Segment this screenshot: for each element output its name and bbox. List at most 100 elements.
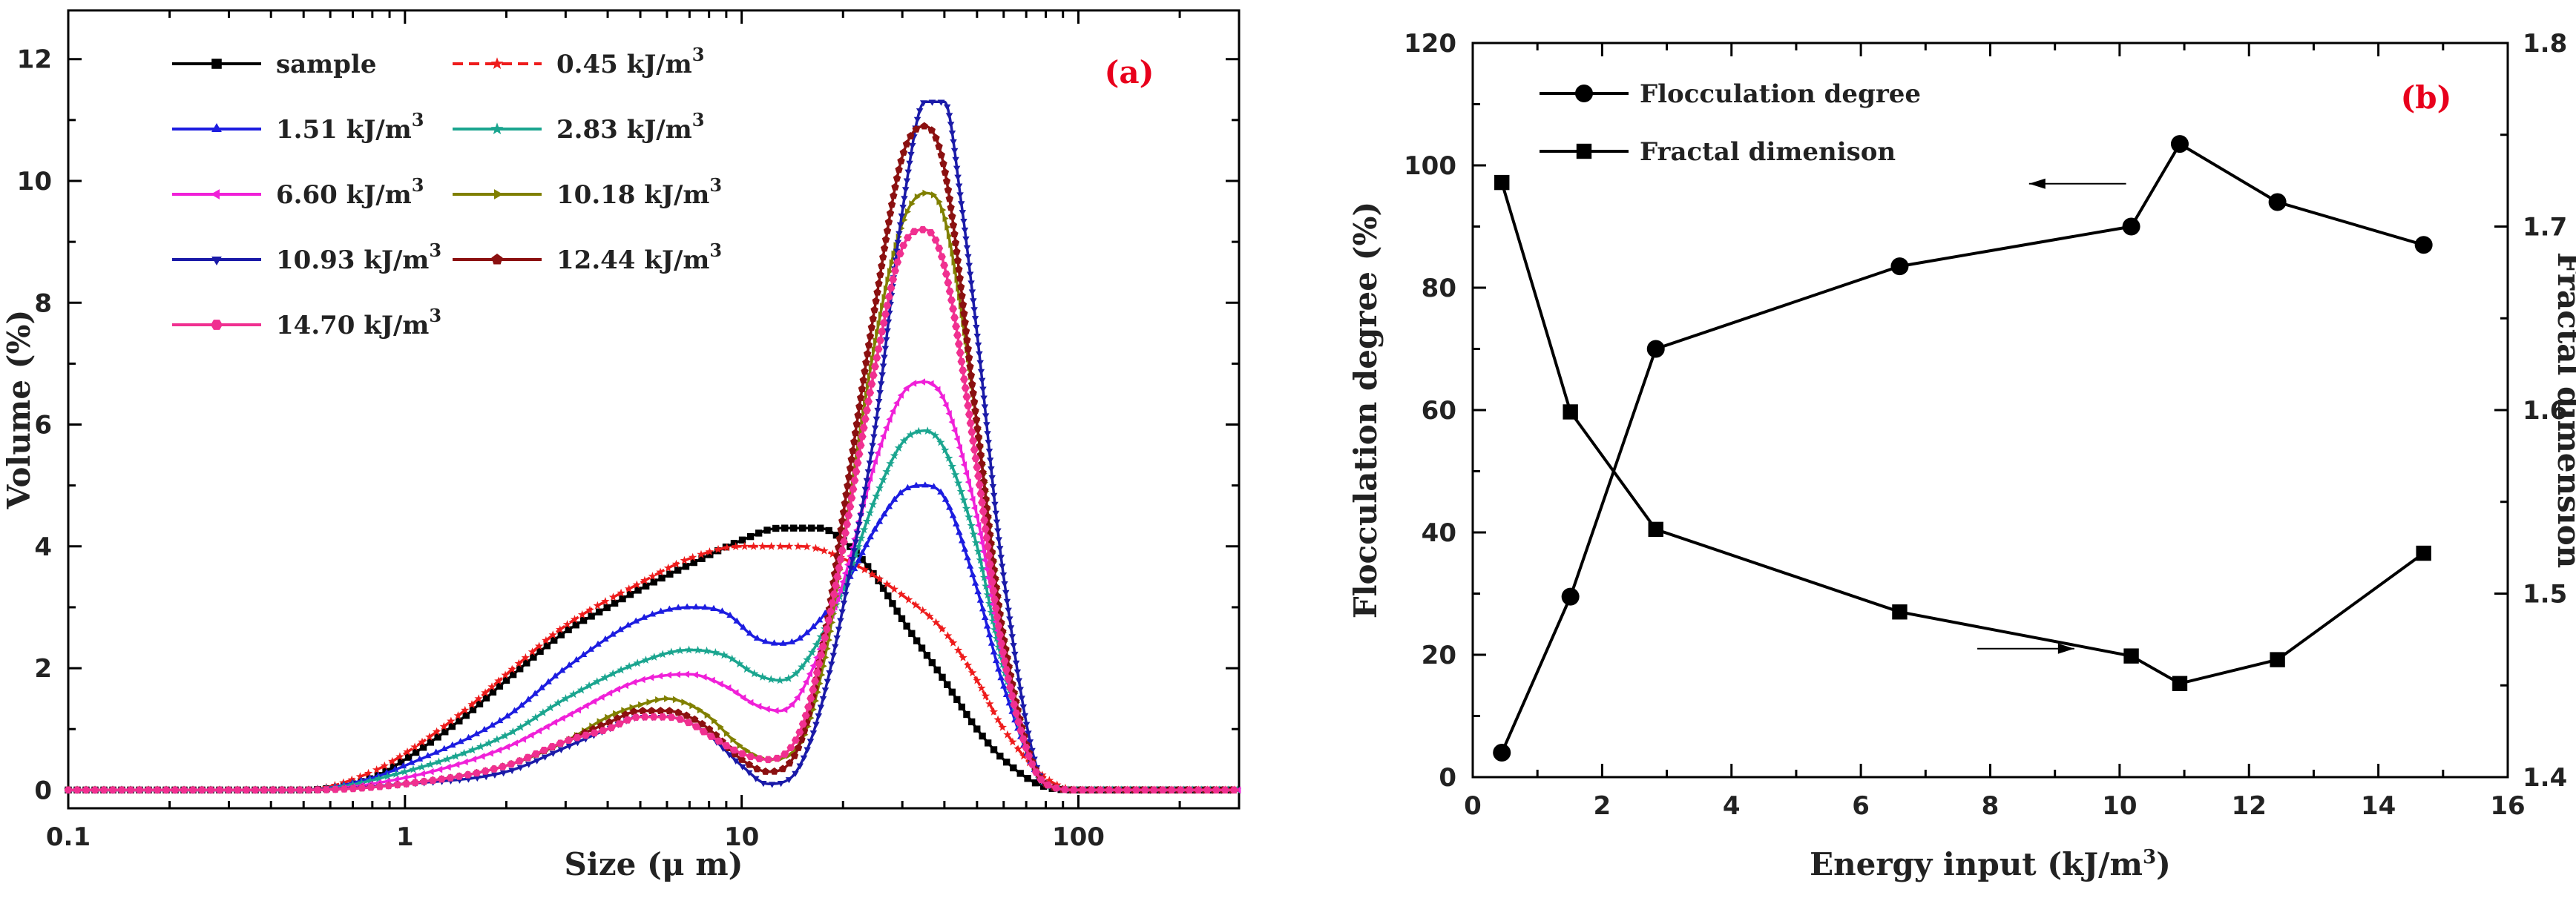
data-point-marker: [1220, 786, 1229, 794]
data-point-marker: [657, 607, 665, 614]
data-point-marker: [407, 759, 415, 765]
data-point-marker: [539, 708, 548, 716]
data-point-marker: [482, 694, 490, 701]
data-point-marker: [525, 762, 533, 768]
data-point-marker: [424, 752, 432, 759]
panel-a-series: [64, 99, 1242, 794]
data-point-marker: [977, 684, 986, 692]
data-point-marker: [842, 490, 850, 498]
data-point-marker: [717, 680, 723, 688]
legend-entry: Flocculation degree: [1540, 79, 1921, 109]
data-point-marker: [936, 438, 945, 446]
data-point-marker: [126, 786, 135, 794]
data-point-marker: [364, 768, 373, 777]
data-point-marker: [358, 784, 367, 792]
data-point-marker: [960, 219, 967, 225]
data-point-marker: [920, 100, 927, 107]
panel-a-y-tick-label: 8: [34, 288, 52, 318]
data-point-marker: [704, 711, 711, 719]
data-point-marker: [899, 242, 908, 249]
data-point-marker: [934, 386, 941, 394]
data-point-marker: [916, 108, 924, 115]
data-point-marker: [855, 557, 862, 564]
data-point-marker: [1011, 651, 1019, 658]
data-point-marker: [617, 665, 625, 674]
data-point-marker: [682, 563, 690, 570]
data-point-marker: [930, 483, 938, 489]
data-point-marker: [976, 442, 984, 449]
data-point-marker: [959, 653, 967, 661]
data-point-marker: [561, 694, 571, 702]
data-point-marker: [766, 675, 775, 684]
data-point-marker: [815, 660, 824, 667]
data-point-marker: [982, 413, 990, 420]
data-point-marker: [663, 563, 673, 572]
data-point-marker: [804, 747, 811, 753]
data-point-marker: [959, 366, 967, 374]
data-point-marker: [402, 780, 411, 788]
data-point-marker: [375, 772, 382, 779]
data-point-marker: [510, 707, 519, 713]
panel-b-x-tick-label: 12: [2232, 791, 2267, 821]
data-point-marker: [1493, 744, 1511, 762]
panel-a-x-tick-label: 1: [396, 822, 414, 852]
data-point-marker: [893, 174, 901, 182]
data-point-marker: [881, 310, 890, 318]
data-point-marker: [897, 590, 906, 598]
data-point-marker: [684, 719, 693, 727]
data-point-marker: [911, 600, 920, 609]
data-point-marker: [839, 508, 848, 516]
series-2-83-kj-m3: [64, 426, 1242, 794]
legend-label: Fractal dimenison: [1640, 137, 1896, 167]
data-point-marker: [875, 574, 884, 583]
legend-label: Flocculation degree: [1640, 79, 1921, 109]
data-point-marker: [857, 533, 866, 542]
data-point-marker: [879, 363, 887, 370]
data-point-marker: [674, 567, 682, 574]
data-point-marker: [873, 288, 881, 296]
data-point-marker: [939, 673, 946, 681]
data-point-marker: [383, 772, 392, 780]
series-line: [1500, 142, 2425, 753]
data-point-marker: [885, 503, 893, 509]
data-point-marker: [884, 592, 892, 600]
data-point-marker: [542, 635, 551, 644]
data-point-marker: [559, 714, 565, 722]
data-point-marker: [476, 742, 485, 750]
series-line: [68, 483, 1239, 792]
data-point-marker: [809, 661, 816, 670]
data-point-marker: [639, 676, 645, 684]
data-point-marker: [949, 305, 958, 313]
data-point-marker: [837, 618, 844, 624]
data-point-marker: [549, 750, 557, 757]
data-point-marker: [841, 499, 849, 507]
data-point-marker: [985, 561, 994, 568]
panel-a-y-axis-title: Volume (%): [1, 310, 37, 510]
data-point-marker: [746, 770, 753, 776]
data-point-marker: [899, 205, 907, 211]
data-point-marker: [857, 513, 864, 520]
data-point-marker: [966, 362, 974, 370]
legend-label-sup: 3: [709, 240, 722, 261]
legend-label-sup: 3: [709, 174, 722, 196]
legend-entry: sample: [172, 50, 376, 79]
data-point-marker: [487, 682, 496, 691]
data-point-marker: [811, 544, 821, 552]
data-point-marker: [993, 519, 1001, 526]
data-point-marker: [558, 667, 566, 673]
data-point-marker: [873, 354, 881, 362]
data-point-marker: [464, 733, 473, 741]
data-point-marker: [1563, 404, 1578, 420]
data-point-marker: [551, 672, 559, 679]
data-point-marker: [938, 624, 947, 633]
data-point-marker: [495, 746, 502, 754]
data-point-marker: [859, 376, 867, 384]
data-point-marker: [946, 232, 953, 240]
data-point-marker: [1015, 678, 1023, 684]
legend-marker: [490, 57, 504, 70]
panel-a-y-tick-label: 0: [34, 776, 52, 805]
data-point-marker: [714, 737, 723, 745]
data-point-marker: [984, 739, 992, 747]
data-point-marker: [2122, 217, 2140, 236]
data-point-marker: [986, 458, 994, 464]
